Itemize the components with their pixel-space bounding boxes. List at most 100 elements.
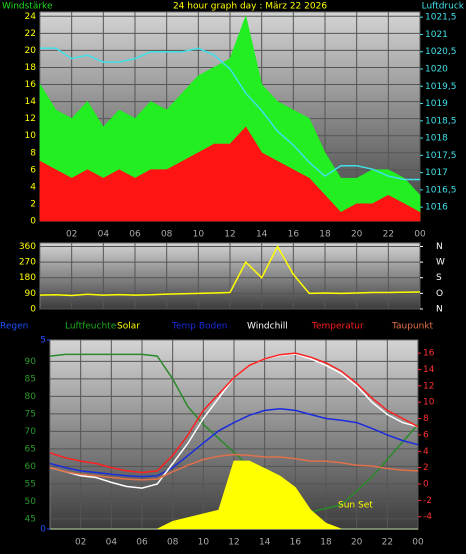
x-tick-label: 04 (98, 230, 110, 240)
x-tick-label: 16 (288, 230, 300, 240)
x-tick-label: 22 (382, 538, 393, 548)
x-tick-label: 20 (351, 230, 363, 240)
y3-tick-label: 5 (40, 336, 46, 346)
y-tick-label: 14 (25, 97, 37, 107)
y-tick-label: 180 (19, 273, 36, 283)
y-tick-label: 90 (25, 289, 37, 299)
y-tick-label: 4 (30, 182, 36, 192)
y-tick-label: 16 (25, 80, 37, 90)
area (39, 126, 421, 222)
y2-tick-label: 1017 (425, 168, 448, 178)
legend-entry: Regen (0, 322, 28, 332)
x-tick-label: 02 (66, 230, 77, 240)
y2-tick-label: 0 (423, 480, 429, 490)
x-tick-label: 10 (198, 538, 210, 548)
y-tick-label: 20 (25, 46, 37, 56)
y2-axis-title: Luftdruck (422, 2, 465, 12)
x-tick-label: 18 (320, 538, 332, 548)
y-tick-label: 10 (25, 131, 37, 141)
chart-title: 24 hour graph day : März 22 2026 (173, 2, 327, 12)
y-tick-label: 75 (25, 409, 36, 419)
y-tick-label: 2 (30, 199, 36, 209)
legend-entry: Temp Boden (171, 322, 227, 332)
y-tick-label: 45 (25, 514, 36, 524)
line (49, 353, 419, 513)
y2-tick-label: 1021,5 (425, 13, 457, 23)
y-tick-label: 80 (25, 392, 37, 402)
x-tick-label: 14 (259, 538, 271, 548)
x-tick-label: 00 (414, 230, 426, 240)
legend-entry: Solar (117, 322, 140, 332)
legend-entry: Luftfeuchte (65, 322, 117, 332)
y-tick-label: 8 (30, 148, 36, 158)
x-tick-label: 12 (224, 230, 235, 240)
y2-tick-label: 1020,5 (425, 47, 457, 57)
y-tick-label: 85 (25, 374, 36, 384)
x-tick-label: 20 (351, 538, 363, 548)
x-tick-label: 06 (136, 538, 148, 548)
y-tick-label: 65 (25, 444, 36, 454)
area (39, 14, 421, 222)
y2-tick-label: 12 (423, 381, 434, 391)
legend-entry: Temperatur (311, 322, 364, 332)
y2-tick-label: 8 (423, 414, 429, 424)
line (49, 352, 419, 474)
y2-tick-label: 1021 (425, 30, 448, 40)
x-tick-label: 02 (75, 538, 86, 548)
line (39, 244, 421, 297)
x-tick-label: 10 (193, 230, 205, 240)
line (40, 47, 420, 181)
y2-tick-label: 1018 (425, 134, 448, 144)
x-tick-label: 04 (106, 538, 118, 548)
y2-tick-label: 16 (423, 349, 435, 359)
y-tick-label: 24 (25, 12, 37, 22)
y-tick-label: 0 (30, 217, 36, 227)
x-tick-label: 08 (161, 230, 173, 240)
y2-tick-label: 1018,5 (425, 116, 457, 126)
y2-tick-label: N (436, 242, 443, 252)
x-tick-label: 06 (129, 230, 141, 240)
legend-entry: Windchill (247, 322, 288, 332)
y-axis-title: Windstärke (2, 2, 53, 12)
y-tick-label: 6 (30, 165, 36, 175)
annotation: Sun Set (338, 501, 373, 511)
y2-tick-label: -2 (423, 496, 432, 506)
y-tick-label: 70 (25, 427, 37, 437)
line (49, 453, 419, 481)
y-tick-label: 55 (25, 479, 36, 489)
x-tick-label: 00 (412, 538, 424, 548)
x-tick-label: 18 (319, 230, 331, 240)
y2-tick-label: 4 (423, 447, 429, 457)
y-tick-label: 60 (25, 462, 37, 472)
y3-tick-label: 0 (40, 525, 46, 535)
y-tick-label: 360 (19, 242, 36, 252)
area (50, 460, 418, 530)
y-tick-label: 0 (30, 305, 36, 315)
line (49, 407, 419, 478)
y2-tick-label: 6 (423, 430, 429, 440)
y2-tick-label: O (436, 289, 443, 299)
y2-tick-label: 1017,5 (425, 151, 457, 161)
x-tick-label: 14 (256, 230, 268, 240)
y2-tick-label: 1019 (425, 99, 448, 109)
x-tick-label: 22 (383, 230, 394, 240)
y-tick-label: 12 (25, 114, 36, 124)
y-tick-label: 270 (19, 258, 36, 268)
y2-tick-label: 1020 (425, 65, 448, 75)
y2-tick-label: W (436, 258, 445, 268)
y2-tick-label: S (436, 273, 442, 283)
x-tick-label: 12 (228, 538, 239, 548)
y2-tick-label: 2 (423, 463, 429, 473)
y2-tick-label: N (436, 305, 443, 315)
y-tick-label: 18 (25, 63, 37, 73)
y-tick-label: 50 (25, 497, 37, 507)
legend-entry: Taupunkt (391, 322, 434, 332)
y2-tick-label: 1016,5 (425, 185, 457, 195)
y2-tick-label: 14 (423, 365, 435, 375)
y-tick-label: 90 (25, 357, 37, 367)
y-tick-label: 22 (25, 29, 36, 39)
y2-tick-label: 1019,5 (425, 82, 457, 92)
y2-tick-label: 1016 (425, 203, 448, 213)
x-tick-label: 16 (290, 538, 302, 548)
